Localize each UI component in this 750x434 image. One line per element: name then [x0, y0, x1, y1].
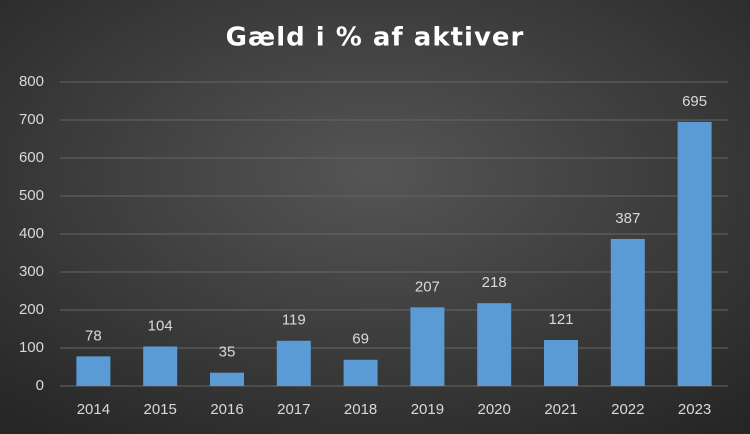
- x-tick-label: 2020: [478, 401, 511, 418]
- bar: [677, 121, 712, 387]
- data-label: 207: [415, 278, 440, 295]
- y-tick-label: 700: [19, 111, 44, 128]
- x-tick-label: 2023: [678, 401, 711, 418]
- data-label: 121: [548, 311, 573, 328]
- x-tick-label: 2014: [77, 401, 110, 418]
- x-tick-label: 2022: [611, 401, 644, 418]
- y-tick-label: 400: [19, 225, 44, 242]
- bar: [477, 303, 512, 386]
- bar: [76, 356, 111, 386]
- x-tick-label: 2015: [144, 401, 177, 418]
- data-label: 104: [148, 317, 173, 334]
- y-tick-label: 300: [19, 263, 44, 280]
- bar: [410, 307, 445, 386]
- y-tick-label: 100: [19, 339, 44, 356]
- chart-title: Gæld i % af aktiver: [226, 23, 525, 53]
- y-tick-label: 500: [19, 187, 44, 204]
- bar: [276, 340, 311, 386]
- bar: [544, 340, 578, 386]
- data-label: 695: [682, 93, 707, 110]
- data-label: 78: [85, 327, 102, 344]
- x-tick-label: 2018: [344, 401, 377, 418]
- data-label: 69: [352, 331, 369, 348]
- data-label: 218: [482, 274, 507, 291]
- data-label: 119: [282, 312, 306, 329]
- x-tick-label: 2017: [277, 401, 310, 418]
- bar: [210, 372, 244, 386]
- bar: [343, 359, 378, 386]
- bar: [143, 346, 178, 386]
- bar: [610, 238, 645, 386]
- y-tick-label: 200: [19, 301, 44, 318]
- y-tick-label: 800: [19, 73, 44, 90]
- data-label: 35: [219, 344, 236, 361]
- x-tick-label: 2016: [210, 401, 243, 418]
- y-tick-label: 0: [36, 377, 44, 394]
- x-tick-label: 2019: [411, 401, 444, 418]
- x-tick-label: 2021: [544, 401, 577, 418]
- data-label: 387: [615, 210, 640, 227]
- y-tick-label: 600: [19, 149, 44, 166]
